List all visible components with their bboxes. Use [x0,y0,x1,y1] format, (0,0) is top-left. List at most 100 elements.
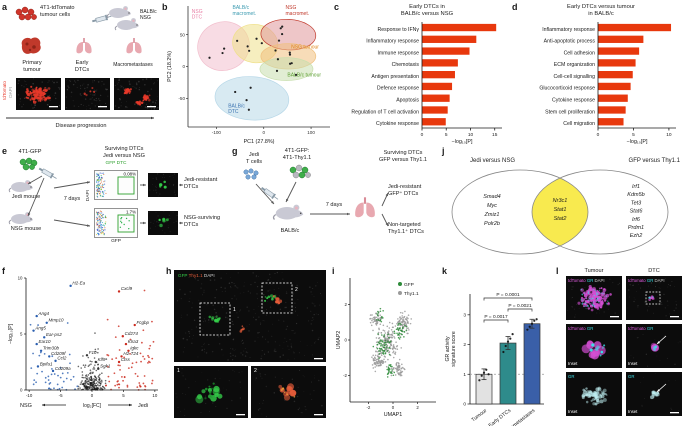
svg-text:10: 10 [18,276,23,281]
svg-text:PC1 (27.8%): PC1 (27.8%) [244,139,275,145]
balbc-mouse-icon [106,4,132,20]
syringe-icon [35,163,59,183]
nsg-dtc-micrograph [148,211,178,235]
dtc-column-header: DTC [648,268,660,274]
svg-text:2: 2 [295,287,298,293]
svg-text:Cd274: Cd274 [125,331,139,336]
svg-text:Apoptosis: Apoptosis [396,98,419,104]
svg-text:Irf6: Irf6 [632,217,641,223]
thy11-channel-label: Thy1.1 [188,273,203,278]
balbc-mouse-icon [272,202,305,222]
svg-text:F10: F10 [89,350,97,355]
nsg-mouse-icon [114,16,140,32]
svg-text:0: 0 [421,132,424,138]
svg-text:Anti-apoptotic process: Anti-apoptotic process [544,39,596,45]
panel-c-label: c [334,2,340,12]
svg-text:-10: -10 [26,393,33,398]
svg-text:1: 1 [463,372,466,378]
gr-label: GR [586,278,594,283]
svg-text:15: 15 [492,132,498,138]
svg-text:Immune response: Immune response [377,50,419,56]
duration-label: 7 days [63,196,81,202]
svg-text:Stem cell proliferation: Stem cell proliferation [545,109,595,115]
tdtomato-label: tdTomato [568,278,586,283]
svg-text:Stat6: Stat6 [630,209,644,215]
svg-text:0.08%: 0.08% [124,172,137,177]
lung-micrograph-main: 12 [174,270,326,362]
gfp-channel-label: GFP [178,273,188,278]
svg-text:Cd209f: Cd209f [51,351,66,356]
jedi-resistant-output-label: Jedi-resistant DTCs [184,177,218,190]
svg-text:GFP: GFP [404,282,414,288]
panel-i: i -2 0 2 -2 0 2 UMAP1 UMAP2 GFP Thy1.1 [332,266,440,424]
svg-text:Smad4: Smad4 [483,194,500,200]
mixed-tumour-cells-icon [288,164,312,180]
channel-labels: GFP Thy1.1 DAPI [178,273,215,278]
svg-text:P = 0.0001: P = 0.0001 [496,292,520,298]
panel-k: k 0 1 2 3 Tumour Early DTCs Macrometastases P =… [442,266,554,426]
svg-text:2: 2 [416,405,419,410]
tumour-column-header: Tumour [584,268,604,274]
svg-text:NSG: NSG [286,5,297,11]
gfp-output-label: Jedi-resistant GFP⁺ DTCs [388,184,422,197]
svg-text:−log₁₀[P]: −log₁₀[P] [627,139,648,145]
lungs-icon [352,196,378,219]
svg-text:BALB/c: BALB/c [232,5,249,11]
tumour-cells-caption: 4T1-tdTomato tumour cells [40,5,75,18]
svg-text:Jedi versus NSG: Jedi versus NSG [470,158,515,164]
svg-text:-2: -2 [343,373,347,378]
svg-text:Klf9: Klf9 [98,357,106,362]
svg-text:P = 0.0017: P = 0.0017 [484,314,508,320]
svg-text:UMAP2: UMAP2 [336,331,342,350]
svg-text:Cytokine response: Cytokine response [376,121,419,127]
svg-text:0: 0 [597,132,600,138]
svg-text:H2-Ea: H2-Ea [72,281,85,286]
tumour-cells-icon [14,6,38,22]
svg-text:Stat1: Stat1 [554,207,567,213]
nsg-mouse-icon [8,210,34,226]
panel-i-label: i [332,266,335,276]
panel-f: f H2-Ea Cxcl9 Ang4 Mmp10 Ang5 Ear-ps2 Ear10 Tri… [2,266,164,424]
syringe-icon [89,11,113,26]
dtc-tdtomato-gr-dapi-micrograph [626,276,682,320]
panel-a: a 4T1-tdTomato tumour cells BALB/c NSG P… [2,2,160,144]
macromet-micrograph [114,78,159,110]
svg-text:NSG: NSG [192,9,203,15]
panel-h-label: h [166,266,172,276]
macromet-lungs-icon [124,37,144,55]
svg-text:Cytokine response: Cytokine response [552,98,595,104]
panel-c-title: Early DTCs in BALB/c versus NSG [400,4,454,17]
svg-text:10: 10 [666,132,672,138]
panel-d: d Early DTCs versus tumour in BALB/c Inf… [512,2,684,145]
svg-text:Tet3: Tet3 [631,200,642,206]
panel-d-label: d [512,2,518,12]
nsg-surviving-output-label: NSG-surviving DTCs [184,215,221,228]
svg-text:10: 10 [152,393,157,398]
svg-text:Ccl2: Ccl2 [57,356,66,361]
venn-diagram: Jedi versus NSG GFP versus Thy1.1 Smad4 Myc… [451,158,681,255]
tumour-row1-channel-labels: tdTomato GR DAPI [568,278,605,283]
umap-plot: -2 0 2 -2 0 2 UMAP1 UMAP2 GFP Thy1.1 [336,278,436,418]
tumour-tdtomato-gr-dapi-micrograph [566,276,622,320]
svg-text:5: 5 [122,393,125,398]
svg-text:Cxcl9: Cxcl9 [121,286,133,291]
panel-g-title: Surviving DTCs GFP versus Thy1.1 [379,150,427,163]
inset-1-number: 1 [177,368,180,374]
dapi-stain-label: DAPI [8,87,13,98]
primary-tumour-icon [18,35,44,57]
svg-text:Early DTCs: Early DTCs [488,408,513,426]
gfp-dtc-gate-label: GFP DTC [105,161,127,166]
nsg-mouse-label: NSG mouse [10,226,42,232]
panel-g: g Jedi T cells 4T1-GFP: 4T1-Thy1.1 BALB/… [232,146,440,265]
panel-j: j Jedi versus NSG GFP versus Thy1.1 Smad4 M… [442,146,684,265]
svg-text:Mmp10: Mmp10 [49,318,65,323]
svg-text:Cell adhesion: Cell adhesion [564,50,596,56]
svg-text:Zmiz1: Zmiz1 [484,212,500,218]
svg-text:Ear10: Ear10 [38,339,51,344]
panel-e: e 4T1-GFP Jedi mouse NSG mouse 7 days Su… [2,146,230,265]
jedi-tcells-caption: Jedi T cells [245,152,263,165]
svg-text:2: 2 [345,302,348,307]
jedi-mouse-label: Jedi mouse [11,194,41,200]
svg-text:Klra3: Klra3 [128,339,139,344]
